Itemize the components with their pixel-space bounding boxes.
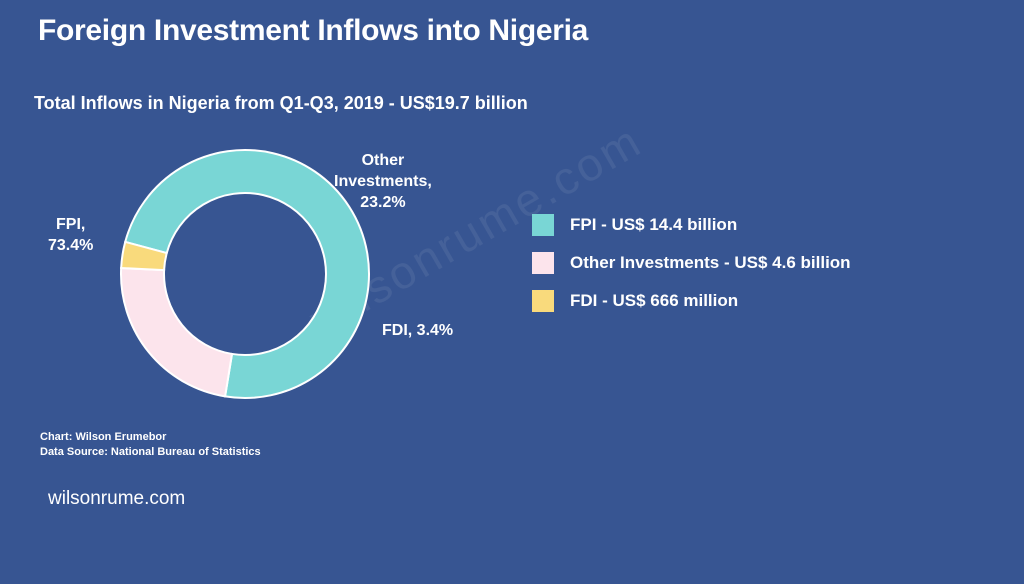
legend: FPI - US$ 14.4 billion Other Investments… <box>532 206 851 320</box>
site-url: wilsonrume.com <box>48 488 186 509</box>
data-source: Data Source: National Bureau of Statisti… <box>40 446 261 458</box>
legend-label-other-investments: Other Investments - US$ 4.6 billion <box>570 253 851 272</box>
slice-other-investments <box>120 266 234 398</box>
legend-swatch-fpi <box>532 214 554 236</box>
legend-item-fpi: FPI - US$ 14.4 billion <box>532 206 851 244</box>
legend-swatch-other-investments <box>532 252 554 274</box>
legend-swatch-fdi <box>532 290 554 312</box>
legend-label-fpi: FPI - US$ 14.4 billion <box>570 215 738 234</box>
donut-chart <box>120 149 370 399</box>
slice-fdi <box>120 240 168 272</box>
slice-label-other-investments: Other Investments, 23.2% <box>334 152 432 211</box>
legend-item-other-investments: Other Investments - US$ 4.6 billion <box>532 244 851 282</box>
legend-item-fdi: FDI - US$ 666 million <box>532 282 851 320</box>
slice-fpi <box>123 149 370 399</box>
legend-label-fdi: FDI - US$ 666 million <box>570 291 739 310</box>
slice-label-fdi: FDI, 3.4% <box>382 322 454 339</box>
chart-author: Chart: Wilson Erumebor <box>40 431 167 443</box>
chart-credits: Chart: Wilson Erumebor Data Source: Nati… <box>40 430 261 460</box>
slice-label-fpi: FPI, 73.4% <box>48 216 94 254</box>
chart-title: Foreign Investment Inflows into Nigeria <box>38 14 589 47</box>
chart-subtitle: Total Inflows in Nigeria from Q1-Q3, 201… <box>34 93 528 113</box>
